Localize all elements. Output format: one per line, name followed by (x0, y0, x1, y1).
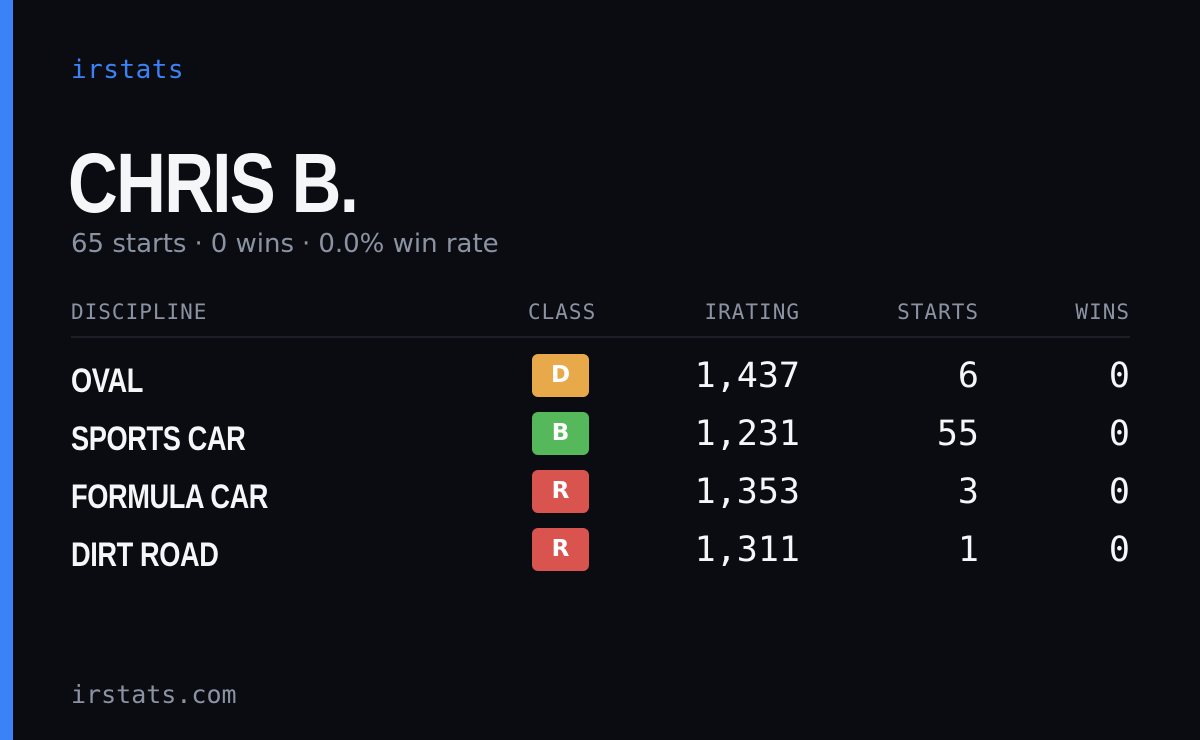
class-badge: R (532, 528, 589, 571)
wins-summary: 0 wins (210, 229, 295, 259)
header-irating: IRATING (704, 300, 800, 324)
driver-summary: 65 starts · 0 wins · 0.0% win rate (71, 229, 499, 259)
header-wins: WINS (1075, 300, 1130, 324)
win-rate-summary: 0.0% win rate (318, 229, 499, 259)
discipline-table: OVAL D 1,437 6 0 SPORTS CAR B 1,231 55 0… (71, 354, 1130, 586)
footer-url: irstats.com (71, 680, 237, 709)
starts-value: 6 (957, 356, 979, 396)
irating-value: 1,437 (694, 356, 800, 396)
wins-value: 0 (1108, 414, 1130, 454)
table-row: DIRT ROAD R 1,311 1 0 (71, 528, 1130, 586)
starts-value: 3 (957, 472, 979, 512)
table-row: SPORTS CAR B 1,231 55 0 (71, 412, 1130, 470)
irating-value: 1,353 (694, 472, 800, 512)
class-badge: R (532, 470, 589, 513)
wins-value: 0 (1108, 472, 1130, 512)
discipline-name: SPORTS CAR (71, 420, 246, 458)
discipline-name: DIRT ROAD (71, 536, 219, 574)
header-class: CLASS (528, 300, 597, 324)
separator: · (194, 229, 203, 259)
wins-value: 0 (1108, 530, 1130, 570)
header-starts: STARTS (897, 300, 979, 324)
starts-value: 1 (957, 530, 979, 570)
class-badge: B (532, 412, 589, 455)
accent-bar (0, 0, 13, 740)
discipline-name: OVAL (71, 362, 143, 400)
starts-summary: 65 starts (71, 229, 187, 259)
class-badge: D (532, 354, 589, 397)
starts-value: 55 (936, 414, 979, 454)
table-row: FORMULA CAR R 1,353 3 0 (71, 470, 1130, 528)
discipline-name: FORMULA CAR (71, 478, 269, 516)
table-row: OVAL D 1,437 6 0 (71, 354, 1130, 412)
header-discipline: DISCIPLINE (71, 300, 208, 324)
table-header: DISCIPLINE CLASS IRATING STARTS WINS (71, 300, 1130, 338)
irating-value: 1,231 (694, 414, 800, 454)
irating-value: 1,311 (694, 530, 800, 570)
wins-value: 0 (1108, 356, 1130, 396)
driver-name: CHRIS B. (68, 136, 359, 230)
separator: · (302, 229, 311, 259)
brand-logo: irstats (71, 55, 185, 85)
